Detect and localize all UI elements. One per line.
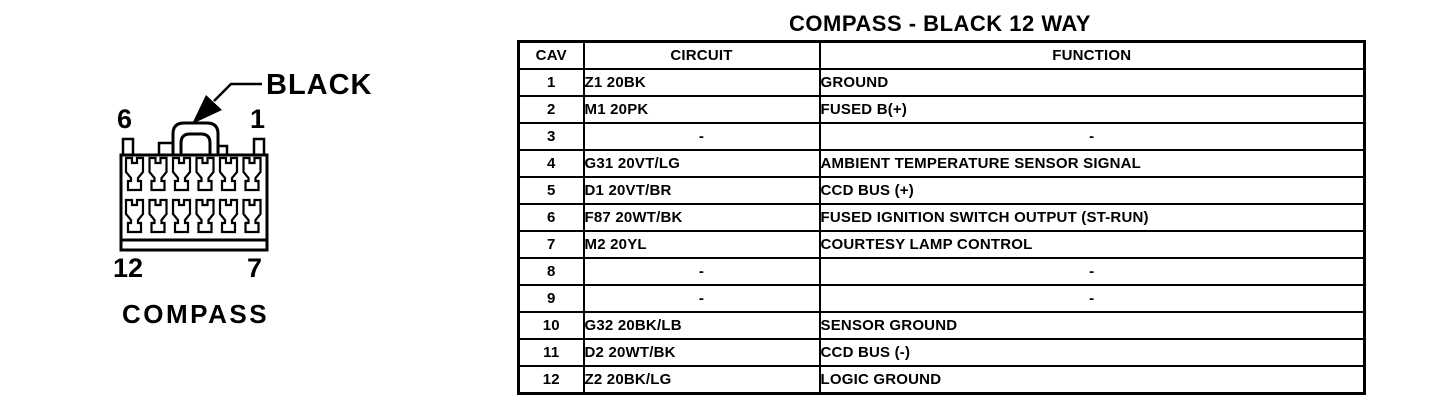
table-row: 1 Z1 20BK GROUND: [517, 68, 1366, 97]
pin-label-1: 1: [250, 104, 265, 134]
connector-post-right: [252, 137, 266, 157]
table-row: 12 Z2 20BK/LG LOGIC GROUND: [517, 365, 1366, 395]
black-callout-line: [213, 82, 262, 102]
connector-post-left: [121, 137, 135, 157]
circuit-cell: M1 20PK: [582, 95, 821, 124]
terminal-cavity: [242, 198, 262, 234]
pinout-table-container: CAV CIRCUIT FUNCTION 1 Z1 20BK GROUND 2 …: [517, 40, 1366, 395]
cav-cell: 12: [517, 365, 585, 395]
function-cell: CCD BUS (+): [818, 176, 1366, 205]
table-row: 6 F87 20WT/BK FUSED IGNITION SWITCH OUTP…: [517, 203, 1366, 232]
cav-cell: 10: [517, 311, 585, 340]
terminal-cavity: [242, 156, 262, 192]
table-row: 9 - -: [517, 284, 1366, 313]
connector-diagram: 6 1 12 7 BLACK COMPASS: [113, 69, 373, 329]
function-cell: FUSED B(+): [818, 95, 1366, 124]
header-cav: CAV: [517, 40, 585, 70]
terminal-cavity: [124, 198, 145, 234]
function-cell: AMBIENT TEMPERATURE SENSOR SIGNAL: [818, 149, 1366, 178]
table-row: 8 - -: [517, 257, 1366, 286]
function-cell: LOGIC GROUND: [818, 365, 1366, 395]
circuit-cell: -: [582, 284, 821, 313]
terminal-cavity: [218, 156, 239, 192]
terminal-cavity: [171, 198, 192, 234]
cav-cell: 6: [517, 203, 585, 232]
table-row: 10 G32 20BK/LB SENSOR GROUND: [517, 311, 1366, 340]
cav-cell: 9: [517, 284, 585, 313]
function-cell: -: [818, 284, 1366, 313]
cav-cell: 8: [517, 257, 585, 286]
circuit-cell: G32 20BK/LB: [582, 311, 821, 340]
terminal-cavity: [171, 156, 192, 192]
header-row: CAV CIRCUIT FUNCTION: [517, 40, 1366, 70]
cav-cell: 5: [517, 176, 585, 205]
circuit-cell: -: [582, 257, 821, 286]
header-function: FUNCTION: [818, 40, 1366, 70]
cav-cell: 1: [517, 68, 585, 97]
cav-cell: 2: [517, 95, 585, 124]
table-row: 11 D2 20WT/BK CCD BUS (-): [517, 338, 1366, 367]
connector-color-label: BLACK: [266, 69, 373, 101]
circuit-cell: -: [582, 122, 821, 151]
function-cell: COURTESY LAMP CONTROL: [818, 230, 1366, 259]
connector-name-label: COMPASS: [122, 299, 269, 329]
table-row: 3 - -: [517, 122, 1366, 151]
page-title: COMPASS - BLACK 12 WAY: [789, 11, 1091, 36]
circuit-cell: D1 20VT/BR: [582, 176, 821, 205]
pinout-table: CAV CIRCUIT FUNCTION 1 Z1 20BK GROUND 2 …: [517, 40, 1366, 395]
cav-cell: 3: [517, 122, 585, 151]
cav-cell: 11: [517, 338, 585, 367]
connector-base-strip: [119, 238, 269, 252]
circuit-cell: F87 20WT/BK: [582, 203, 821, 232]
function-cell: GROUND: [818, 68, 1366, 97]
function-cell: -: [818, 122, 1366, 151]
latch-tab-left: [157, 141, 175, 157]
function-cell: -: [818, 257, 1366, 286]
function-cell: SENSOR GROUND: [818, 311, 1366, 340]
function-cell: CCD BUS (-): [818, 338, 1366, 367]
table-row: 4 G31 20VT/LG AMBIENT TEMPERATURE SENSOR…: [517, 149, 1366, 178]
table-body: 1 Z1 20BK GROUND 2 M1 20PK FUSED B(+) 3 …: [517, 68, 1366, 395]
terminal-cavity: [195, 198, 215, 234]
pin-label-7: 7: [247, 253, 262, 283]
circuit-cell: Z2 20BK/LG: [582, 365, 821, 395]
pin-label-6: 6: [117, 104, 132, 134]
header-circuit: CIRCUIT: [582, 40, 821, 70]
table-row: 7 M2 20YL COURTESY LAMP CONTROL: [517, 230, 1366, 259]
circuit-cell: D2 20WT/BK: [582, 338, 821, 367]
black-callout-arrow-icon: [192, 95, 222, 124]
cav-cell: 4: [517, 149, 585, 178]
table-row: 5 D1 20VT/BR CCD BUS (+): [517, 176, 1366, 205]
connector-latch: [171, 121, 220, 159]
terminal-cavity: [148, 156, 168, 192]
terminal-cavity: [218, 198, 239, 234]
circuit-cell: M2 20YL: [582, 230, 821, 259]
connector-latch-inner: [179, 132, 212, 157]
function-cell: FUSED IGNITION SWITCH OUTPUT (ST-RUN): [818, 203, 1366, 232]
terminal-cavity: [124, 156, 145, 192]
circuit-cell: Z1 20BK: [582, 68, 821, 97]
terminal-cavity: [195, 156, 215, 192]
pin-label-12: 12: [113, 253, 143, 283]
circuit-cell: G31 20VT/LG: [582, 149, 821, 178]
table-row: 2 M1 20PK FUSED B(+): [517, 95, 1366, 124]
cav-cell: 7: [517, 230, 585, 259]
terminal-cavity: [148, 198, 168, 234]
